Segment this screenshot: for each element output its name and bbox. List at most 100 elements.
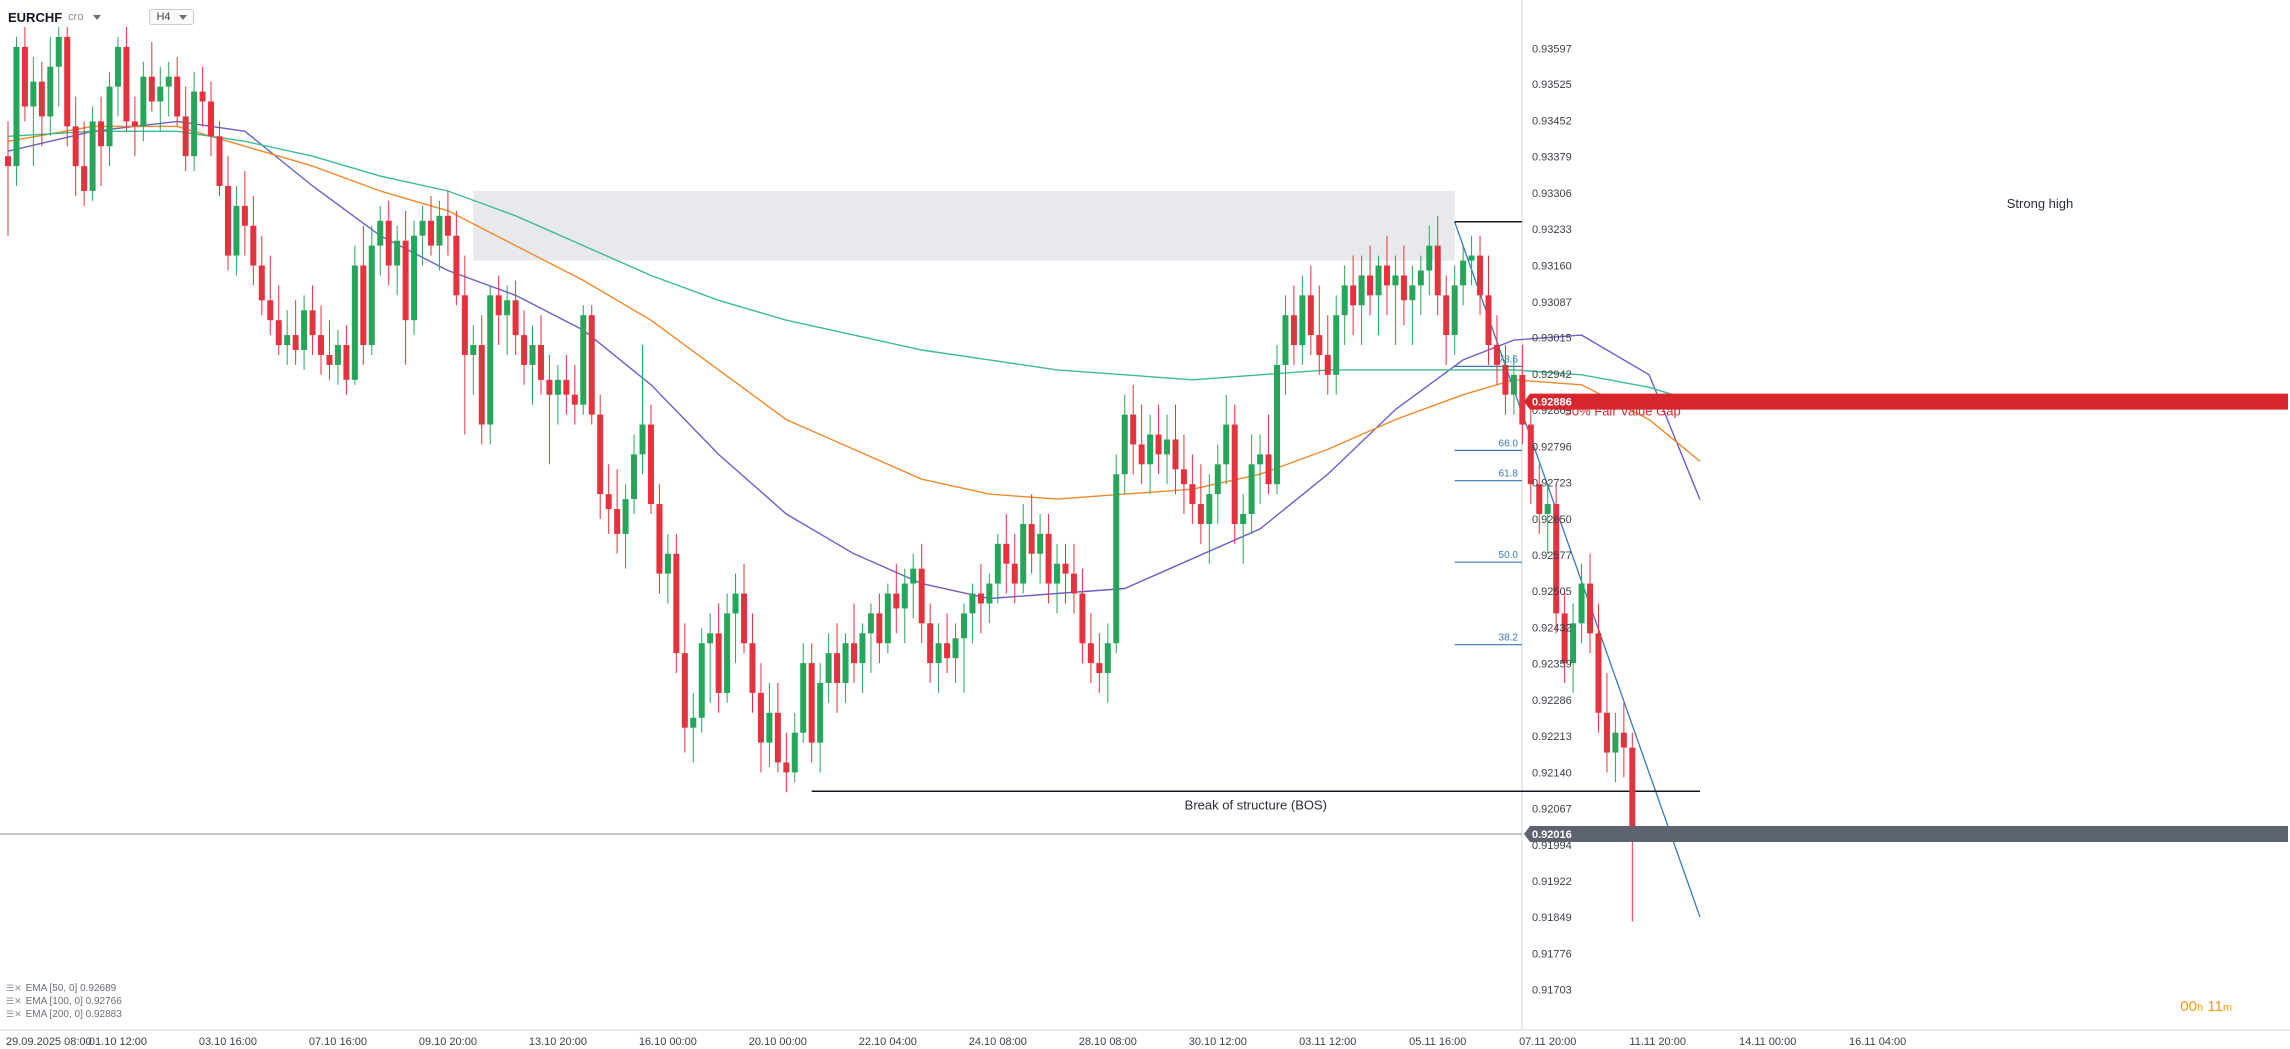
candle-body	[385, 220, 392, 266]
candle	[698, 628, 705, 733]
price-tick-label: 0.93379	[1532, 152, 1572, 164]
bar-countdown: 00h 11m	[2180, 998, 2232, 1015]
candle	[1477, 235, 1484, 316]
candle-body	[318, 335, 325, 355]
candle	[884, 583, 891, 654]
candle	[1096, 633, 1103, 693]
candle	[191, 71, 198, 172]
candle	[1341, 265, 1348, 346]
candle-body	[1003, 543, 1010, 564]
fib-level-label: 50.0	[1499, 550, 1519, 561]
candle	[453, 210, 460, 306]
time-tick-label: 30.10 12:00	[1189, 1036, 1247, 1048]
legend-item-ema200[interactable]: ☰✕ EMA [200, 0] 0.92883	[6, 1008, 122, 1021]
candle	[1358, 255, 1365, 346]
settings-close-icon[interactable]: ☰✕	[6, 1009, 22, 1019]
candle-body	[309, 310, 316, 336]
candle	[994, 533, 1001, 604]
candle	[419, 205, 426, 266]
candle-body	[1104, 643, 1111, 674]
candle	[385, 200, 392, 286]
candle	[1121, 394, 1128, 495]
candle	[1316, 285, 1323, 375]
candle-body	[529, 345, 536, 365]
price-tick-label: 0.91994	[1532, 840, 1572, 852]
countdown-minutes-unit: m	[2222, 1002, 2232, 1014]
candle-body	[521, 335, 528, 365]
candle	[766, 682, 773, 768]
candle-body	[1553, 504, 1560, 614]
candle	[267, 255, 274, 336]
candle-body	[1240, 514, 1247, 524]
candle	[1493, 315, 1500, 385]
candle-body	[910, 568, 917, 584]
candle	[664, 533, 671, 604]
candle-body	[1375, 265, 1382, 296]
candle	[749, 613, 756, 713]
candle-body	[30, 81, 37, 107]
legend-item-ema100[interactable]: ☰✕ EMA [100, 0] 0.92766	[6, 995, 122, 1008]
candle-body	[766, 712, 773, 743]
countdown-hours-unit: h	[2196, 1002, 2204, 1014]
legend-item-ema50[interactable]: ☰✕ EMA [50, 0] 0.92689	[6, 982, 122, 995]
candle	[1544, 484, 1551, 554]
candle	[1197, 464, 1204, 544]
candle	[724, 593, 731, 703]
time-tick-label: 01.10 12:00	[89, 1036, 147, 1048]
candle	[444, 190, 451, 256]
candle	[250, 195, 257, 286]
candle	[597, 394, 604, 519]
candle-body	[724, 613, 731, 693]
candle	[952, 623, 959, 683]
fib-level-label: 38.2	[1499, 633, 1519, 644]
candle-body	[233, 205, 240, 256]
timeframe-label: H4	[156, 11, 171, 23]
countdown-minutes: 11	[2207, 998, 2223, 1015]
candle	[521, 310, 528, 385]
settings-close-icon[interactable]: ☰✕	[6, 983, 22, 993]
candle	[1527, 404, 1534, 505]
fvg-price-badge-text: 0.92886	[1532, 397, 1572, 409]
candle-body	[165, 76, 172, 87]
candle-body	[1426, 245, 1433, 271]
countdown-hours: 00	[2180, 998, 2197, 1015]
price-tick-label: 0.92942	[1532, 369, 1572, 381]
candle	[1350, 255, 1357, 336]
candle-body	[994, 543, 1001, 584]
candle-body	[377, 220, 384, 246]
candle-body	[157, 86, 164, 102]
candle-body	[428, 220, 434, 246]
candle	[986, 573, 993, 624]
candle-body	[199, 91, 206, 102]
candle	[944, 613, 951, 674]
candle	[1375, 255, 1382, 336]
candle-body	[131, 121, 138, 127]
candle-body	[1519, 374, 1526, 425]
candle	[495, 275, 502, 346]
candle	[1426, 225, 1433, 296]
candle	[504, 285, 511, 355]
time-tick-label: 13.10 20:00	[529, 1036, 587, 1048]
candle	[478, 315, 485, 445]
candle	[326, 320, 333, 380]
timeframe-selector[interactable]: H4	[149, 9, 194, 25]
candle-body	[504, 300, 511, 316]
candle	[876, 593, 883, 664]
candle	[13, 36, 20, 186]
candle-body	[1536, 484, 1543, 514]
symbol-selector[interactable]: EURCHF cro	[8, 10, 102, 25]
candle-body	[741, 593, 748, 644]
candle	[1324, 315, 1331, 395]
candle-body	[800, 663, 807, 733]
candle-body	[208, 101, 215, 137]
candle	[1536, 464, 1543, 534]
candle-body	[614, 509, 621, 534]
settings-close-icon[interactable]: ☰✕	[6, 996, 22, 1006]
candle	[741, 563, 748, 654]
candle-body	[783, 762, 790, 773]
candle-body	[1282, 315, 1289, 365]
candle-body	[216, 136, 223, 186]
time-tick-label: 11.11 20:00	[1629, 1036, 1685, 1048]
candle	[1434, 215, 1441, 316]
